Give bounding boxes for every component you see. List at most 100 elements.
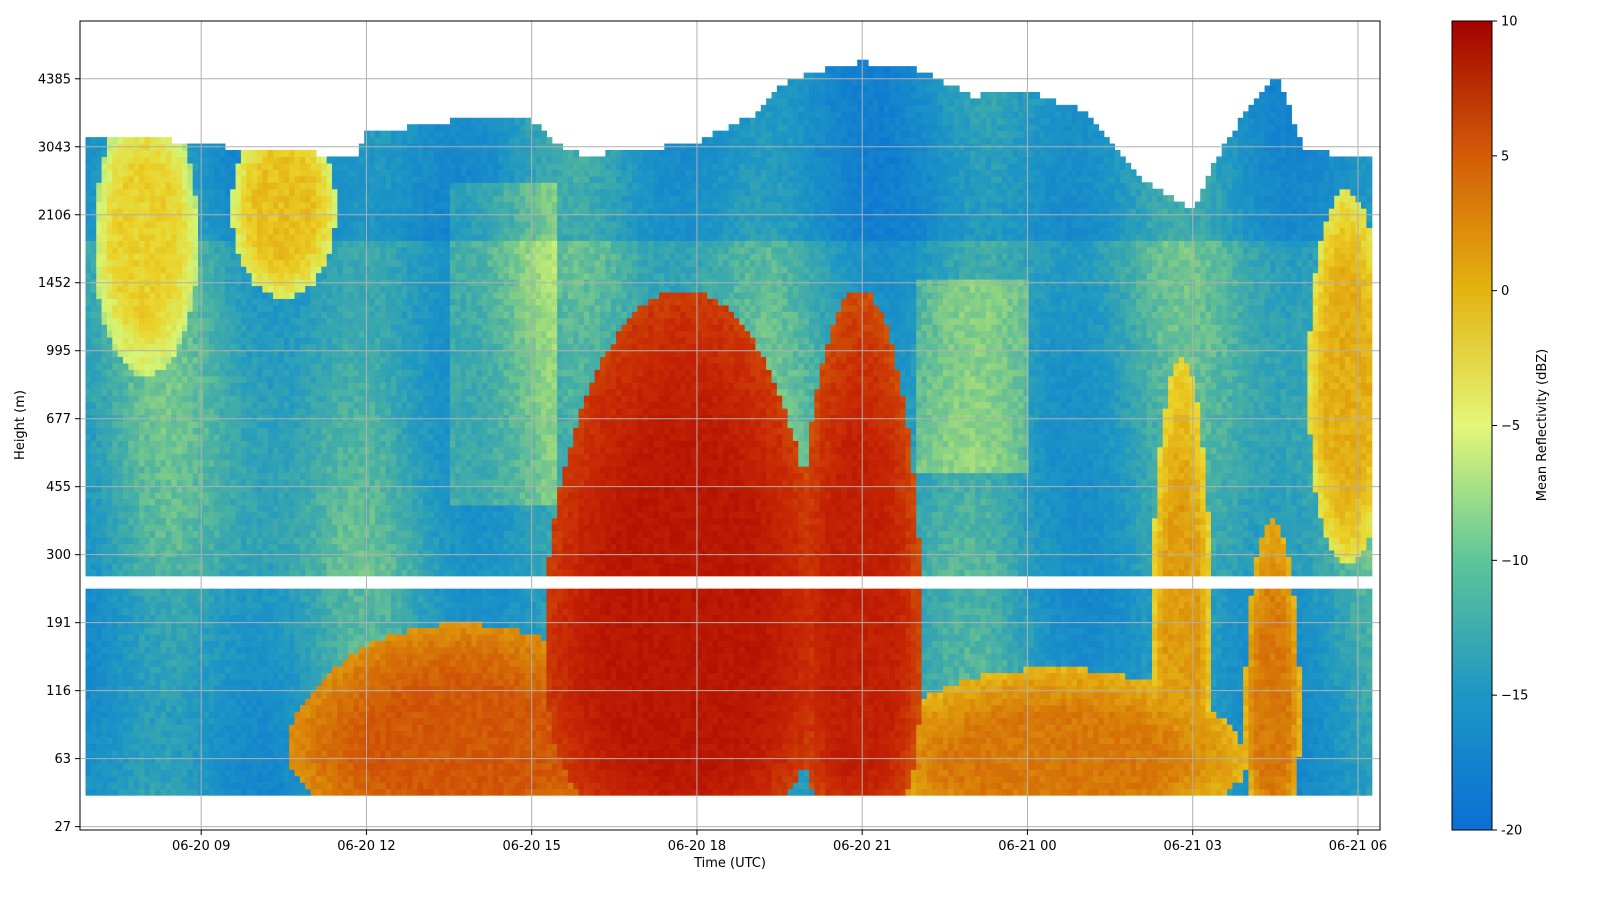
heatmap-cell (118, 737, 124, 744)
heatmap-cell (252, 331, 258, 338)
heatmap-cell (139, 518, 145, 525)
heatmap-cell (332, 498, 338, 505)
heatmap-cell (112, 782, 118, 789)
heatmap-cell (337, 531, 343, 538)
heatmap-cell (348, 718, 354, 725)
heatmap-cell (187, 653, 193, 660)
heatmap-cell (289, 660, 295, 667)
heatmap-cell (241, 311, 247, 318)
heatmap-cell (268, 524, 274, 531)
heatmap-cell (273, 634, 279, 641)
heatmap-cell (102, 518, 108, 525)
heatmap-cell (278, 402, 284, 409)
heatmap-cell (311, 673, 317, 680)
heatmap-cell (332, 298, 338, 305)
heatmap-cell (86, 215, 92, 222)
heatmap-cell (139, 537, 145, 544)
heatmap-cell (112, 673, 118, 680)
heatmap-cell (268, 324, 274, 331)
heatmap-cell (321, 621, 327, 628)
heatmap-cell (214, 356, 220, 363)
heatmap-cell (118, 389, 124, 396)
heatmap-cell (102, 311, 108, 318)
heatmap-cell (348, 460, 354, 467)
heatmap-cell (278, 556, 284, 563)
heatmap-cell (209, 505, 215, 512)
heatmap-cell (305, 763, 311, 770)
heatmap-cell (332, 776, 338, 783)
heatmap-cell (225, 743, 231, 750)
heatmap-cell (214, 382, 220, 389)
heatmap-cell (289, 698, 295, 705)
heatmap-cell (187, 737, 193, 744)
heatmap-cell (144, 369, 150, 376)
heatmap-cell (241, 634, 247, 641)
heatmap-cell (327, 563, 333, 570)
heatmap-cell (86, 537, 92, 544)
heatmap-cell (300, 195, 306, 202)
heatmap-cell (177, 653, 183, 660)
heatmap-cell (268, 150, 274, 157)
heatmap-cell (102, 647, 108, 654)
heatmap-cell (187, 550, 193, 557)
heatmap-cell (209, 253, 215, 260)
heatmap-cell (203, 266, 209, 273)
heatmap-cell (305, 737, 311, 744)
heatmap-cell (150, 421, 156, 428)
heatmap-cell (86, 640, 92, 647)
heatmap-cell (289, 453, 295, 460)
heatmap-cell (284, 202, 290, 209)
heatmap-cell (128, 602, 134, 609)
heatmap-cell (86, 202, 92, 209)
heatmap-cell (353, 473, 359, 480)
heatmap-cell (353, 666, 359, 673)
heatmap-cell (321, 460, 327, 467)
heatmap-cell (91, 679, 97, 686)
heatmap-cell (193, 247, 199, 254)
heatmap-cell (327, 234, 333, 241)
heatmap-cell (193, 608, 199, 615)
heatmap-cell (155, 640, 161, 647)
heatmap-cell (219, 318, 225, 325)
heatmap-cell (102, 369, 108, 376)
heatmap-cell (134, 202, 140, 209)
heatmap-cell (91, 427, 97, 434)
heatmap-cell (118, 156, 124, 163)
heatmap-cell (241, 215, 247, 222)
heatmap-cell (214, 711, 220, 718)
heatmap-cell (273, 492, 279, 499)
heatmap-cell (86, 285, 92, 292)
heatmap-cell (214, 563, 220, 570)
heatmap-cell (209, 543, 215, 550)
heatmap-cell (177, 724, 183, 731)
heatmap-cell (102, 543, 108, 550)
heatmap-cell (305, 750, 311, 757)
heatmap-cell (225, 537, 231, 544)
heatmap-cell (353, 505, 359, 512)
heatmap-cell (246, 221, 252, 228)
heatmap-cell (225, 614, 231, 621)
heatmap-cell (353, 660, 359, 667)
heatmap-cell (187, 363, 193, 370)
heatmap-cell (332, 240, 338, 247)
heatmap-cell (225, 492, 231, 499)
heatmap-cell (246, 176, 252, 183)
heatmap-cell (193, 621, 199, 628)
heatmap-cell (236, 595, 242, 602)
heatmap-cell (96, 421, 102, 428)
heatmap-cell (187, 466, 193, 473)
heatmap-cell (327, 440, 333, 447)
heatmap-cell (262, 595, 268, 602)
heatmap-cell (295, 673, 301, 680)
heatmap-cell (91, 273, 97, 280)
heatmap-cell (230, 492, 236, 499)
heatmap-cell (230, 337, 236, 344)
heatmap-cell (112, 718, 118, 725)
heatmap-cell (348, 337, 354, 344)
heatmap-cell (321, 318, 327, 325)
heatmap-cell (118, 679, 124, 686)
heatmap-cell (295, 273, 301, 280)
heatmap-cell (327, 602, 333, 609)
heatmap-cell (289, 208, 295, 215)
heatmap-cell (321, 498, 327, 505)
